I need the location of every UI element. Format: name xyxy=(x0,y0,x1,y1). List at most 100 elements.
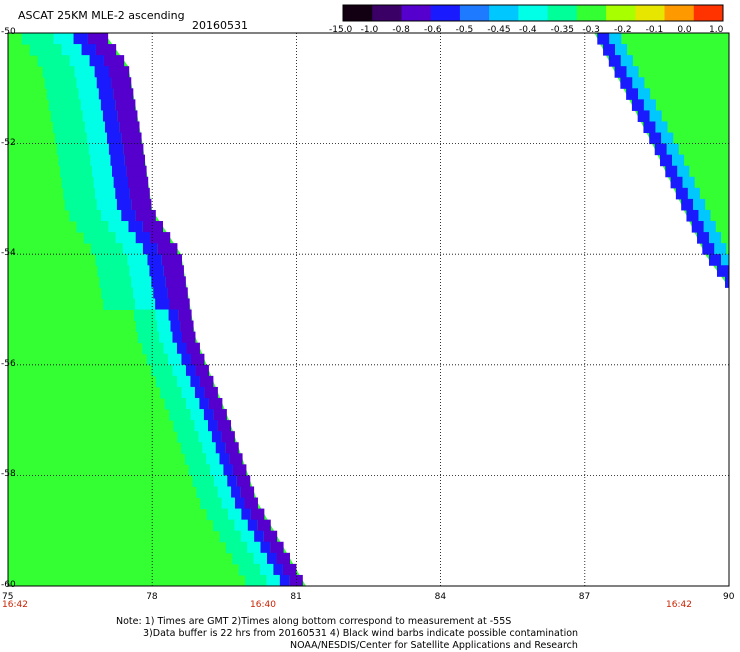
swath-pixel xyxy=(108,143,124,156)
colorbar-tick-label: -0.2 xyxy=(614,25,632,35)
colorbar-segment xyxy=(430,5,461,21)
colorbar-tick-label: -0.8 xyxy=(392,25,410,35)
swath-pixel xyxy=(89,55,104,67)
swath-pixel xyxy=(273,563,283,576)
swath-pixel xyxy=(236,475,251,487)
swath-pixel xyxy=(709,232,722,244)
swath-pixel xyxy=(194,420,208,432)
swath-pixel xyxy=(208,397,223,410)
colorbar-segment xyxy=(401,5,432,21)
swath-pixel xyxy=(225,442,239,454)
swath-pixel xyxy=(213,475,228,487)
swath-pixel xyxy=(173,420,195,432)
swath-pixel xyxy=(626,88,639,100)
swath-pixel xyxy=(241,508,251,521)
swath-pixel xyxy=(127,254,148,266)
swath-pixel xyxy=(90,154,111,167)
latitude-label: -58 xyxy=(1,469,16,480)
swath-pixel xyxy=(88,143,109,156)
swath-pixel xyxy=(115,187,130,200)
colorbar-tick-label: -0.4 xyxy=(519,25,537,35)
swath-pixel xyxy=(169,409,191,421)
swath-pixel xyxy=(163,265,184,277)
swath-pixel xyxy=(146,353,168,366)
time-label-mid: 16:40 xyxy=(250,600,276,610)
note-line-1: Note: 1) Times are GMT 2)Times along bot… xyxy=(116,616,512,627)
swath-pixel xyxy=(637,110,650,122)
swath-pixel xyxy=(142,221,164,233)
colorbar-frame xyxy=(342,4,724,22)
swath-pixel xyxy=(638,88,651,100)
swath-pixel xyxy=(185,364,196,377)
swath-pixel xyxy=(126,165,147,178)
swath-pixel xyxy=(63,187,96,200)
swath-pixel xyxy=(178,309,192,322)
swath-pixel xyxy=(729,265,740,277)
swath-pixel xyxy=(206,508,228,521)
swath-pixel xyxy=(78,88,99,100)
swath-pixel xyxy=(186,342,200,355)
swath-pixel xyxy=(86,132,107,145)
swath-pixel xyxy=(649,110,662,122)
swath-pixel xyxy=(103,298,135,310)
swath-pixel xyxy=(108,221,129,233)
time-label-right: 16:42 xyxy=(666,600,692,610)
swath-pixel xyxy=(84,121,105,134)
swath-pixel xyxy=(95,254,128,266)
swath-pixel xyxy=(115,99,136,111)
swath-pixel xyxy=(96,198,117,211)
swath-pixel xyxy=(703,221,716,233)
latitude-label: -56 xyxy=(1,358,16,369)
swath-pixel xyxy=(55,132,87,145)
latitude-label: -52 xyxy=(1,137,16,148)
colorbar-tick-label: -0.6 xyxy=(424,25,442,35)
swath-pixel xyxy=(116,198,132,211)
colorbar-segment xyxy=(576,5,607,21)
swath-pixel xyxy=(106,132,122,145)
colorbar-segment xyxy=(606,5,636,21)
swath-pixel xyxy=(213,519,235,532)
swath-pixel xyxy=(99,276,132,288)
swath-pixel xyxy=(101,287,133,299)
swath-pixel xyxy=(677,165,690,178)
swath-pixel xyxy=(181,386,195,399)
swath-pixel xyxy=(238,563,260,576)
swath-pixel xyxy=(211,431,222,443)
swath-pixel xyxy=(96,77,112,89)
swath-pixel xyxy=(198,431,212,443)
swath-pixel xyxy=(44,77,77,89)
swath-pixel xyxy=(111,165,127,178)
swath-pixel xyxy=(142,342,164,355)
swath-pixel xyxy=(134,298,156,310)
swath-pixel xyxy=(104,121,120,134)
swath-pixel xyxy=(227,508,242,521)
swath-pixel xyxy=(702,243,715,255)
swath-pixel xyxy=(135,232,151,244)
colorbar xyxy=(342,4,724,22)
swath-pixel xyxy=(219,530,241,543)
swath-pixel xyxy=(102,110,118,122)
swath-pixel xyxy=(184,453,207,465)
swath-pixel xyxy=(147,254,162,266)
colorbar-tick-label: -0.1 xyxy=(645,25,664,35)
swath-pixel xyxy=(117,110,138,122)
colorbar-segment xyxy=(372,5,402,21)
swath-pixel xyxy=(64,198,97,211)
swath-pixel xyxy=(168,309,179,322)
swath-pixel xyxy=(69,55,90,67)
swath-pixel xyxy=(160,386,182,399)
swath-pixel xyxy=(128,221,143,233)
swath-pixel xyxy=(155,309,169,322)
swath-pixel xyxy=(190,353,205,366)
swath-pixel xyxy=(167,353,182,366)
swath-pixel xyxy=(227,475,237,487)
swath-pixel xyxy=(697,232,710,244)
swath-pixel xyxy=(95,187,116,200)
swath-pixel xyxy=(60,165,92,178)
swath-pixel xyxy=(91,165,112,178)
swath-pixel xyxy=(631,99,644,111)
note-line-3: NOAA/NESDIS/Center for Satellite Applica… xyxy=(290,640,578,651)
swath-pixel xyxy=(58,154,91,167)
swath-pixel xyxy=(724,276,729,288)
swath-pixel xyxy=(157,320,171,333)
